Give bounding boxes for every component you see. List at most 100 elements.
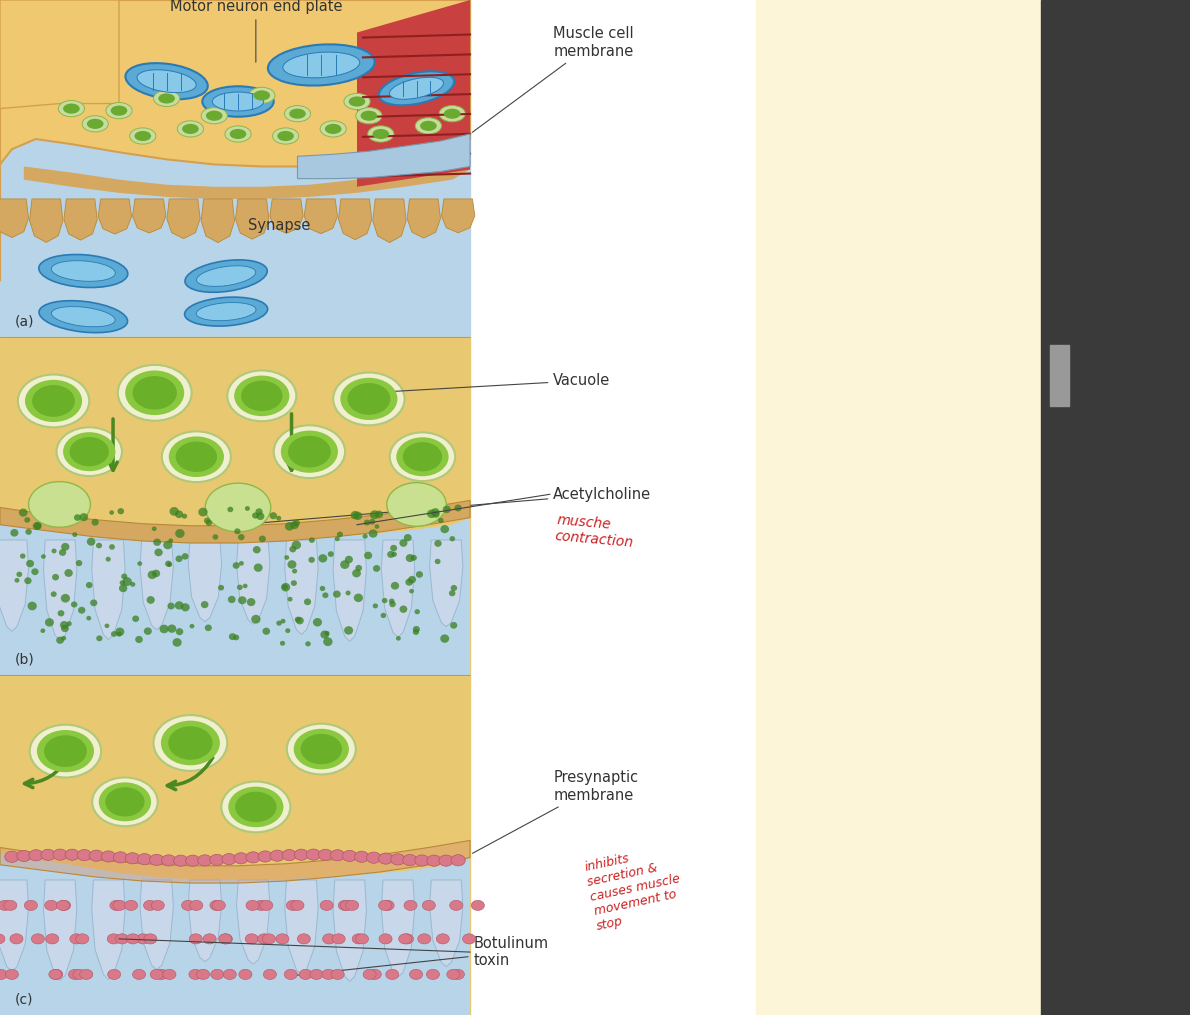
Ellipse shape (0, 969, 7, 979)
Ellipse shape (273, 128, 299, 144)
Ellipse shape (259, 900, 273, 910)
Ellipse shape (353, 594, 363, 602)
Ellipse shape (117, 631, 121, 636)
Ellipse shape (392, 552, 397, 557)
Ellipse shape (186, 855, 200, 866)
Ellipse shape (40, 850, 55, 861)
Ellipse shape (361, 111, 377, 121)
Ellipse shape (308, 557, 315, 563)
Ellipse shape (256, 513, 264, 520)
Ellipse shape (396, 636, 401, 640)
Ellipse shape (294, 729, 349, 769)
Ellipse shape (450, 536, 455, 541)
Polygon shape (188, 880, 221, 961)
Ellipse shape (30, 725, 101, 777)
Ellipse shape (238, 534, 245, 540)
Ellipse shape (87, 538, 95, 546)
Ellipse shape (51, 548, 57, 553)
Ellipse shape (152, 527, 157, 531)
Ellipse shape (50, 969, 63, 979)
Ellipse shape (121, 573, 127, 580)
Ellipse shape (415, 571, 422, 578)
Ellipse shape (439, 106, 465, 122)
Polygon shape (441, 199, 475, 232)
Ellipse shape (331, 850, 345, 861)
Ellipse shape (150, 969, 163, 979)
Polygon shape (305, 199, 338, 233)
Ellipse shape (256, 509, 263, 515)
Ellipse shape (356, 108, 382, 124)
Ellipse shape (96, 635, 102, 641)
Ellipse shape (299, 969, 312, 979)
Ellipse shape (206, 483, 271, 532)
Ellipse shape (148, 570, 157, 580)
Ellipse shape (274, 425, 345, 478)
Ellipse shape (61, 625, 69, 632)
Ellipse shape (209, 900, 223, 910)
Ellipse shape (93, 777, 157, 826)
Ellipse shape (57, 427, 123, 476)
Ellipse shape (257, 934, 270, 944)
Ellipse shape (137, 934, 150, 944)
Ellipse shape (415, 855, 430, 866)
Ellipse shape (45, 900, 58, 910)
Ellipse shape (159, 624, 169, 633)
Ellipse shape (29, 850, 43, 861)
Ellipse shape (321, 969, 334, 979)
Ellipse shape (440, 634, 449, 642)
Ellipse shape (331, 969, 344, 979)
Text: musche
contraction: musche contraction (555, 513, 635, 549)
Ellipse shape (212, 92, 264, 111)
Ellipse shape (31, 934, 44, 944)
Ellipse shape (246, 900, 259, 910)
Ellipse shape (175, 555, 182, 562)
Ellipse shape (56, 636, 64, 644)
Ellipse shape (35, 523, 42, 530)
Ellipse shape (253, 90, 270, 100)
Ellipse shape (11, 529, 18, 537)
Ellipse shape (305, 641, 311, 647)
Ellipse shape (174, 855, 188, 866)
Ellipse shape (408, 576, 416, 584)
Ellipse shape (154, 539, 161, 546)
Ellipse shape (382, 598, 388, 603)
Ellipse shape (415, 118, 441, 134)
Ellipse shape (203, 518, 211, 524)
Ellipse shape (168, 603, 175, 609)
Ellipse shape (125, 370, 184, 415)
Ellipse shape (451, 585, 457, 591)
Ellipse shape (399, 934, 412, 944)
Ellipse shape (144, 934, 157, 944)
Ellipse shape (161, 721, 220, 765)
Ellipse shape (201, 108, 227, 124)
Ellipse shape (303, 599, 311, 605)
Ellipse shape (76, 934, 89, 944)
Ellipse shape (92, 519, 99, 526)
Ellipse shape (270, 513, 277, 520)
Polygon shape (0, 840, 470, 883)
Ellipse shape (239, 969, 252, 979)
Ellipse shape (58, 100, 84, 117)
Ellipse shape (201, 601, 208, 608)
Polygon shape (270, 199, 303, 233)
Ellipse shape (79, 607, 86, 614)
Ellipse shape (52, 573, 60, 581)
Ellipse shape (401, 934, 414, 944)
Ellipse shape (39, 255, 127, 287)
Text: Botulinum
toxin: Botulinum toxin (288, 936, 549, 976)
Ellipse shape (175, 529, 184, 538)
Ellipse shape (17, 851, 31, 862)
Ellipse shape (276, 934, 289, 944)
Ellipse shape (262, 934, 275, 944)
Ellipse shape (390, 582, 399, 590)
Ellipse shape (327, 551, 334, 557)
Ellipse shape (289, 546, 296, 552)
Text: Synapse: Synapse (249, 218, 311, 232)
Ellipse shape (137, 854, 151, 865)
Ellipse shape (246, 598, 256, 606)
Text: inhibits
secretion &
causes muscle
movement to
stop: inhibits secretion & causes muscle movem… (583, 842, 688, 933)
Ellipse shape (25, 380, 82, 422)
Ellipse shape (168, 727, 213, 759)
Ellipse shape (355, 852, 369, 863)
Ellipse shape (276, 516, 281, 521)
